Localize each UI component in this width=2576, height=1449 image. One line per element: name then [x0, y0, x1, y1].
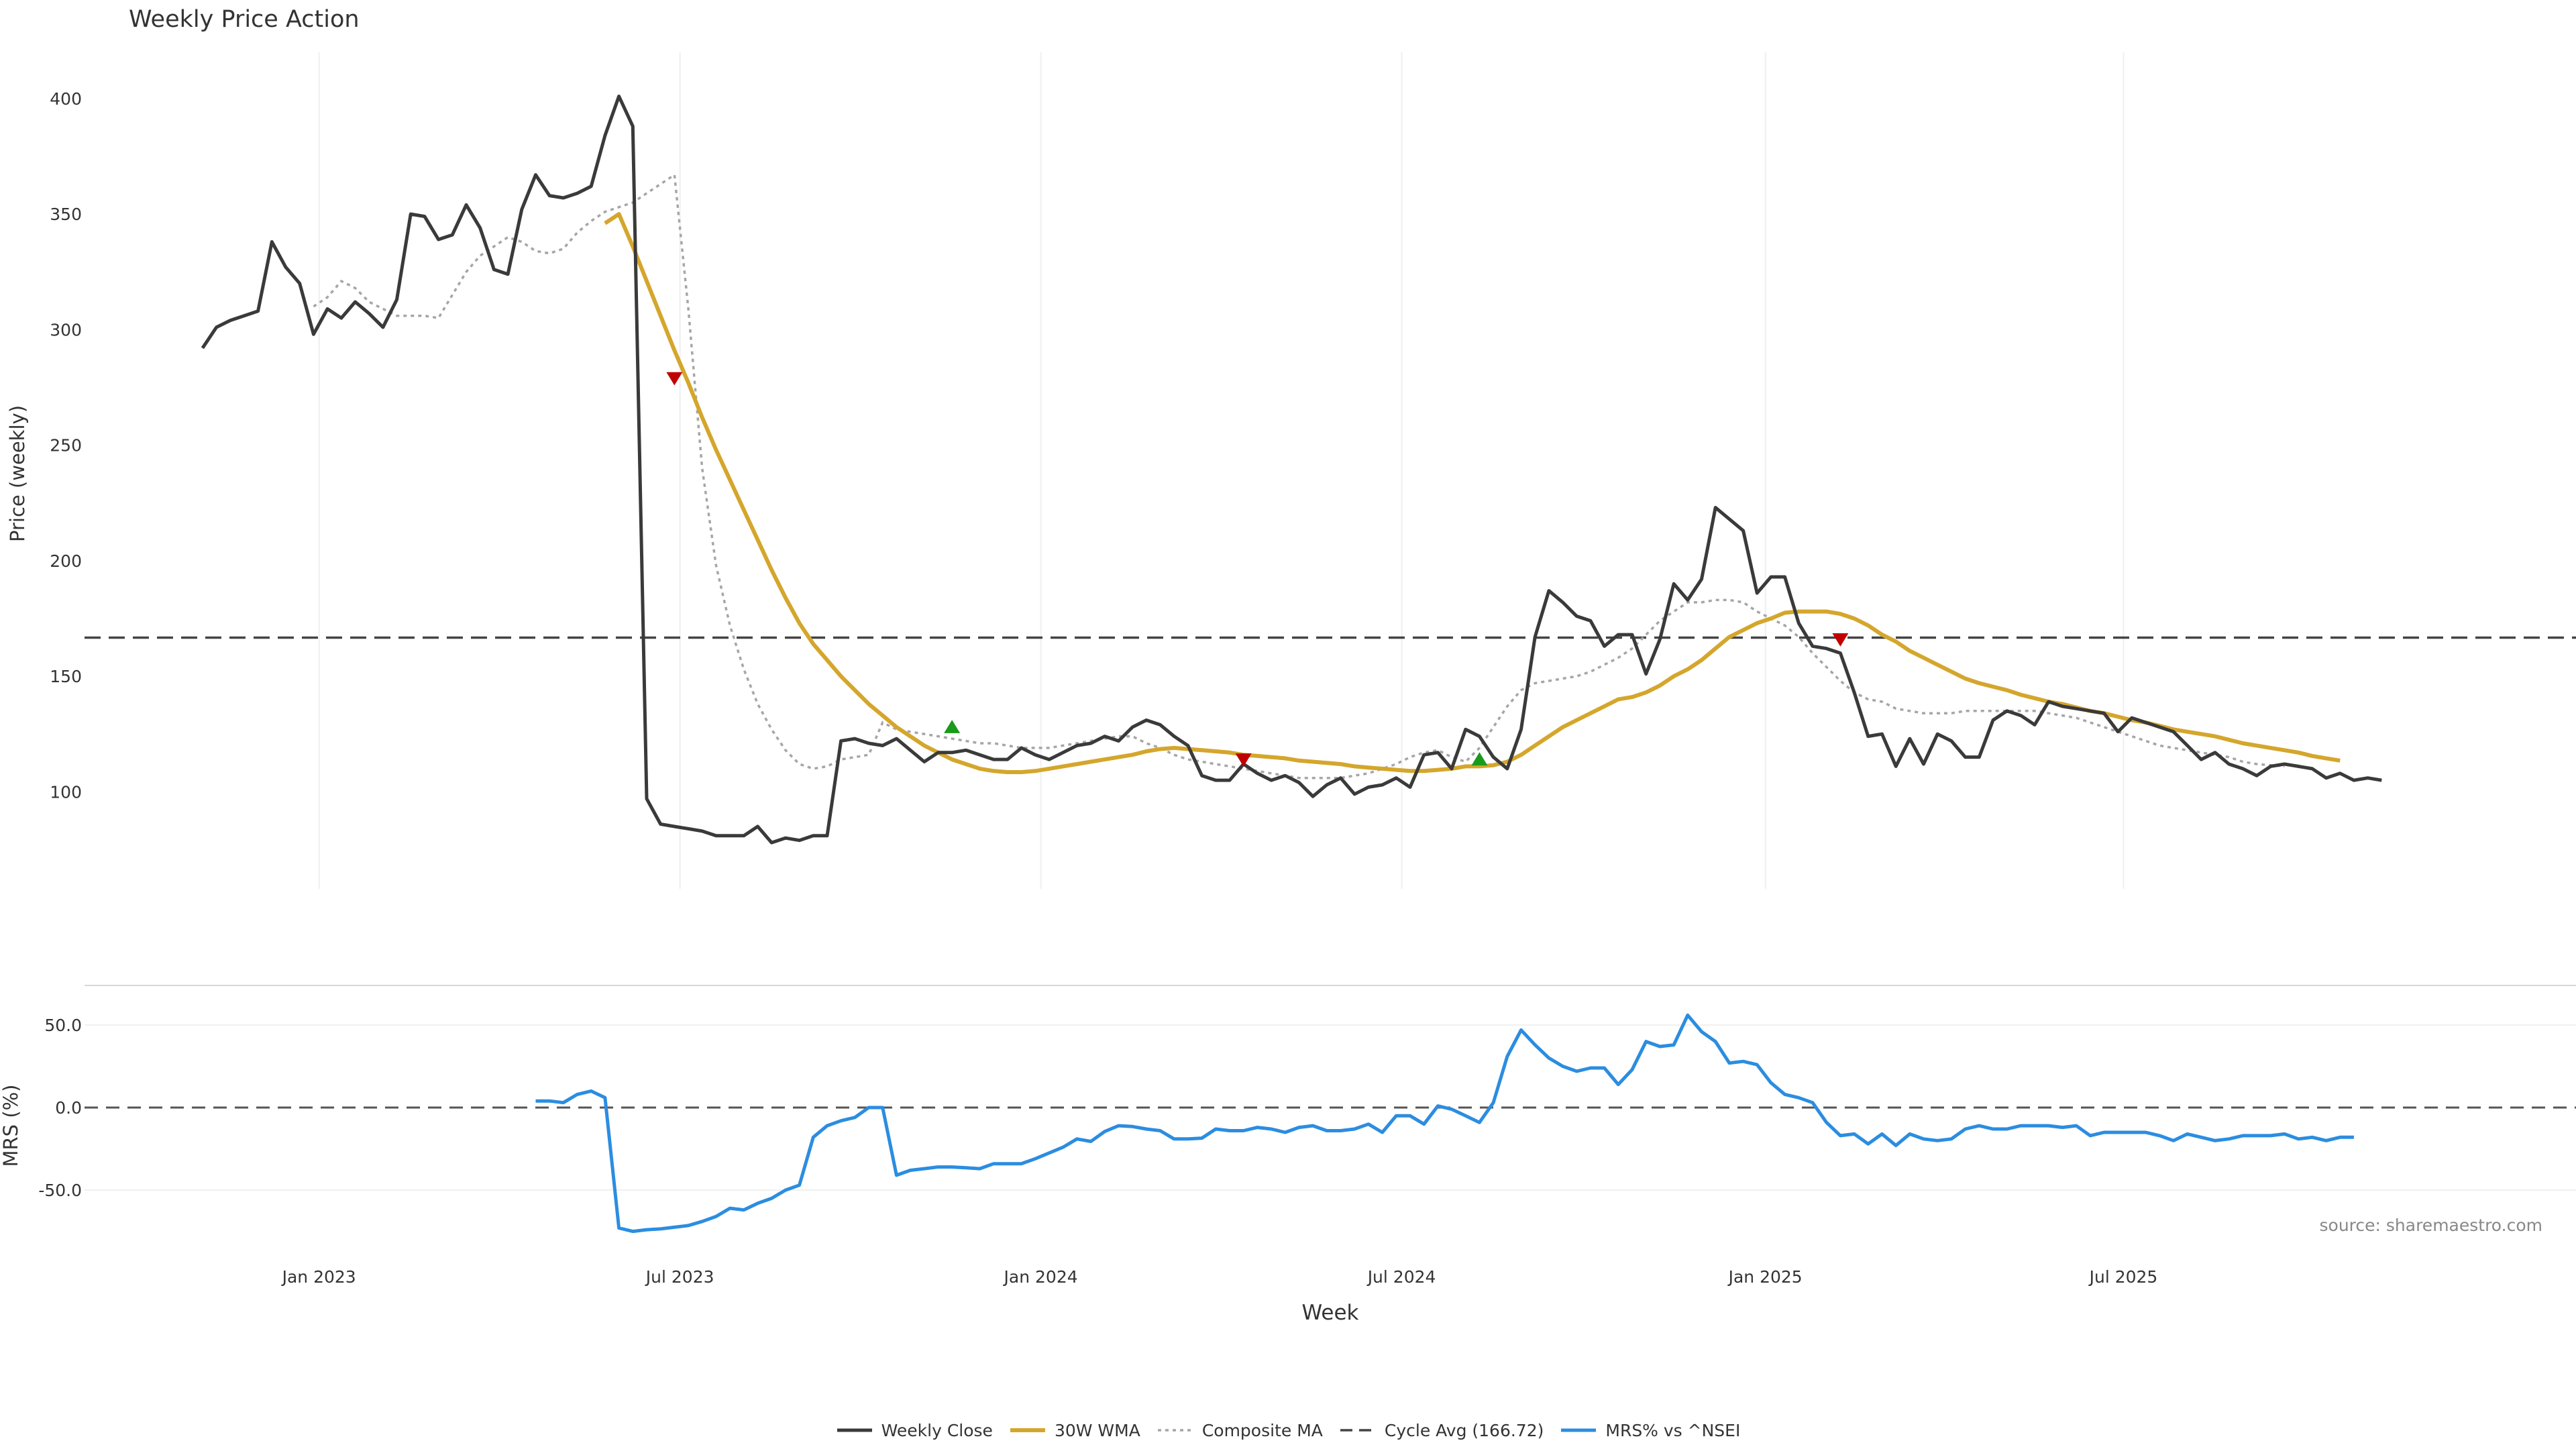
- mrs-gridlines: [85, 1024, 2576, 1191]
- mrs-y-ticks: 50.0 0.0 -50.0: [38, 1016, 82, 1200]
- legend-label: Weekly Close: [881, 1420, 993, 1440]
- price-y-tick-label: 250: [50, 436, 82, 455]
- x-tick-label: Jan 2023: [281, 1267, 356, 1287]
- legend-label: 30W WMA: [1054, 1420, 1140, 1440]
- legend-swatch-mrs: [1561, 1428, 1597, 1432]
- legend-label: Composite MA: [1201, 1420, 1323, 1440]
- price-y-tick-label: 400: [50, 89, 82, 109]
- x-tick-label: Jul 2024: [1366, 1267, 1436, 1287]
- x-tick-label: Jan 2024: [1003, 1267, 1078, 1287]
- x-tick-label: Jul 2023: [645, 1267, 714, 1287]
- price-y-tick-label: 350: [50, 205, 82, 224]
- legend-swatch-composite-ma: [1157, 1429, 1193, 1432]
- x-axis-label: Week: [1302, 1301, 1359, 1325]
- chart-canvas: Weekly Price Action 100 150 200 250 300 350 40…: [0, 6, 2576, 1325]
- legend-swatch-weekly-close: [837, 1428, 872, 1432]
- buy-signal-marker: [1471, 752, 1488, 766]
- wma-30w-line: [604, 212, 2341, 774]
- price-y-tick-label: 200: [50, 551, 82, 571]
- x-tick-label: Jul 2025: [2088, 1267, 2158, 1287]
- mrs-y-tick-label: 50.0: [44, 1016, 82, 1035]
- legend-item-cycle-avg: Cycle Avg (166.72): [1339, 1421, 1544, 1440]
- price-y-ticks: 100 150 200 250 300 350 400: [50, 89, 82, 802]
- price-y-tick-label: 300: [50, 320, 82, 339]
- price-y-axis-label: Price (weekly): [6, 405, 29, 542]
- mrs-y-tick-label: 0.0: [55, 1098, 82, 1118]
- legend-label: Cycle Avg (166.72): [1384, 1420, 1544, 1440]
- mrs-line: [535, 1013, 2354, 1234]
- legend-swatch-cycle-avg: [1340, 1429, 1375, 1432]
- x-axis-ticks: Jan 2023 Jul 2023 Jan 2024 Jul 2024 Jan 2025…: [281, 1267, 2158, 1287]
- composite-ma-line: [313, 172, 2285, 780]
- price-y-tick-label: 100: [50, 782, 82, 802]
- legend-item-weekly-close: Weekly Close: [836, 1421, 993, 1440]
- price-y-tick-label: 150: [50, 667, 82, 686]
- weekly-close-line: [201, 95, 2382, 845]
- mrs-y-axis-label: MRS (%): [0, 1085, 22, 1167]
- source-annotation: source: sharemaestro.com: [2320, 1216, 2543, 1235]
- buy-signal-marker: [944, 720, 961, 733]
- sell-signal-marker: [666, 372, 683, 386]
- legend-item-composite-ma: Composite MA: [1157, 1421, 1323, 1440]
- trade-signals: [666, 372, 1849, 767]
- chart-title: Weekly Price Action: [129, 6, 360, 33]
- sell-signal-marker: [1832, 633, 1849, 647]
- sell-signal-marker: [1235, 753, 1252, 767]
- legend: Weekly Close 30W WMA Composite MA Cycle …: [0, 1414, 2576, 1446]
- mrs-y-tick-label: -50.0: [38, 1181, 82, 1200]
- legend-label: MRS% vs ^NSEI: [1605, 1420, 1741, 1440]
- x-tick-label: Jan 2025: [1727, 1267, 1803, 1287]
- legend-item-wma: 30W WMA: [1009, 1421, 1140, 1440]
- price-gridlines: [318, 52, 2125, 889]
- legend-item-mrs: MRS% vs ^NSEI: [1560, 1421, 1740, 1440]
- legend-swatch-wma: [1010, 1428, 1045, 1432]
